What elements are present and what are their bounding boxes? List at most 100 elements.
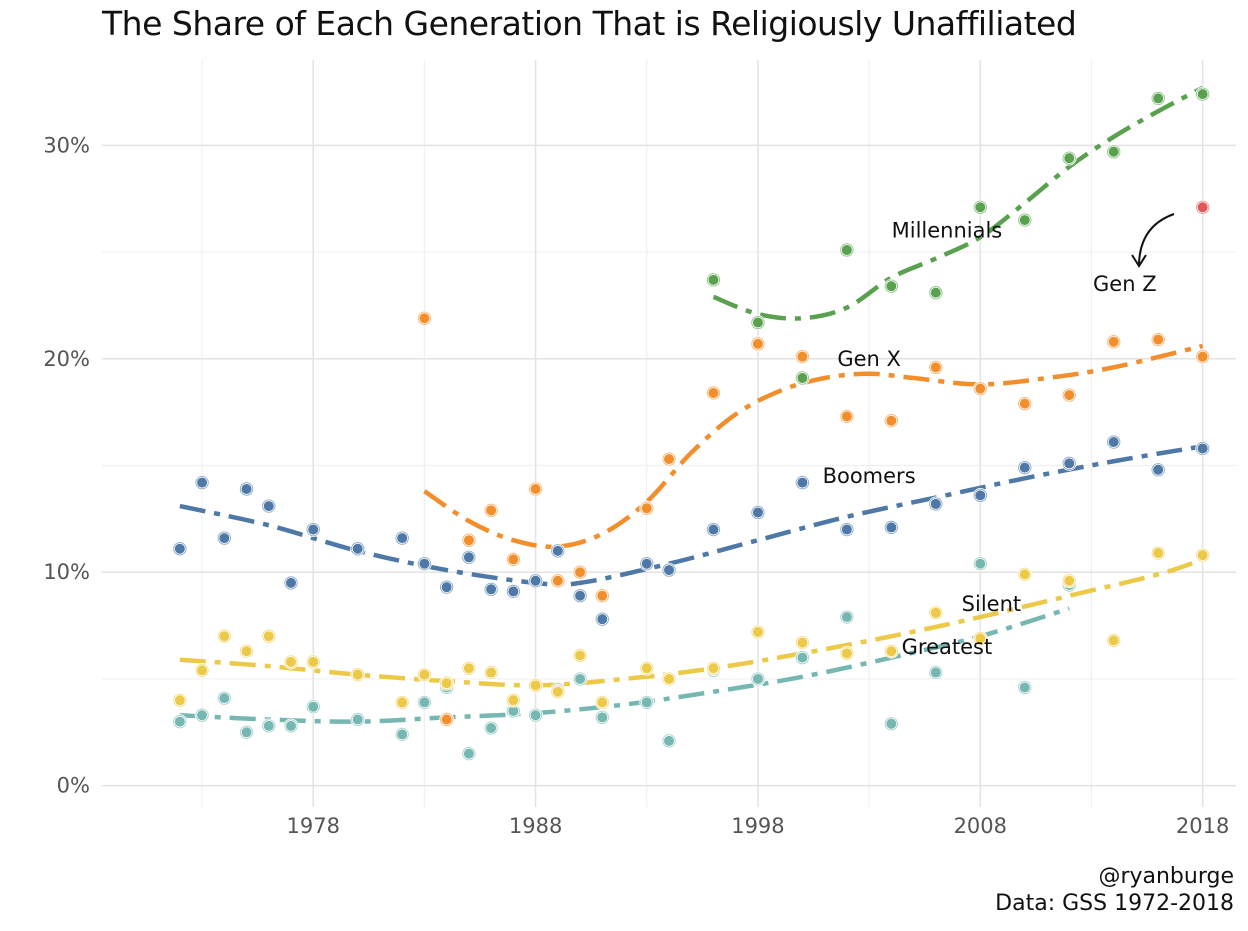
data-point-ring-greatest	[1018, 680, 1032, 695]
data-point-ring-silent	[751, 625, 765, 639]
data-point-ring-boomers	[528, 574, 543, 588]
data-point-ring-boomers	[929, 497, 943, 511]
data-point-ring-silent	[573, 648, 587, 663]
gen-z-arrowhead	[1131, 254, 1147, 268]
data-point-ring-gen-x	[1107, 335, 1121, 349]
data-point-ring-boomers	[173, 542, 187, 556]
data-point-ring-boomers	[573, 589, 587, 603]
data-point-ring-boomers	[1062, 456, 1076, 471]
data-point-ring-silent	[528, 678, 543, 693]
data-point-ring-gen-x	[662, 452, 676, 466]
data-point-ring-millennials	[1107, 145, 1121, 159]
data-point-ring-greatest	[284, 719, 298, 733]
data-point-ring-gen-x	[484, 503, 498, 518]
data-point-ring-silent	[640, 661, 654, 675]
data-point-ring-gen-x	[840, 409, 854, 424]
series-label-silent: Silent	[962, 592, 1021, 616]
data-point-ring-boomers	[706, 522, 721, 537]
series-label-greatest: Greatest	[902, 635, 993, 659]
data-point-ring-gen-x	[417, 311, 432, 325]
series-label-boomers: Boomers	[823, 464, 916, 488]
data-point-ring-silent	[217, 629, 231, 643]
data-point-ring-greatest	[595, 710, 609, 725]
y-tick-label: 20%	[43, 347, 90, 371]
data-point-ring-boomers	[262, 499, 276, 513]
series-label-gen-z: Gen Z	[1093, 272, 1157, 296]
data-point-ring-silent	[195, 663, 209, 678]
data-point-ring-silent	[706, 661, 721, 675]
data-point-ring-greatest	[884, 717, 899, 731]
trend-line-silent	[179, 557, 1204, 688]
data-point-ring-boomers	[395, 531, 409, 545]
x-tick-label: 2008	[954, 814, 1007, 838]
data-point-ring-silent	[262, 629, 276, 643]
data-point-ring-gen-x	[706, 386, 721, 400]
data-point-ring-gen-x	[439, 712, 454, 727]
data-point-ring-boomers	[217, 531, 231, 545]
data-point-ring-millennials	[751, 315, 765, 330]
data-point-ring-gen-x	[462, 533, 476, 547]
grid-major	[102, 60, 1236, 807]
grid-minor	[102, 60, 1236, 807]
data-point-ring-millennials	[973, 200, 987, 214]
data-point-ring-silent	[551, 685, 565, 699]
data-point-ring-greatest	[528, 708, 543, 722]
y-tick-label: 0%	[57, 774, 90, 798]
data-point-ring-gen-x	[973, 381, 987, 396]
data-point-ring-silent	[1195, 548, 1210, 562]
data-point-ring-silent	[884, 644, 899, 658]
trend-line-gen-x	[423, 343, 1204, 550]
gen-z-arrow	[1138, 213, 1175, 265]
x-axis: 1978 1988 1998 2008 2018	[287, 814, 1230, 838]
data-point-ring-gen-z	[1195, 200, 1210, 214]
data-point-ring-boomers	[417, 556, 432, 571]
data-point-ring-greatest	[484, 721, 498, 735]
data-point-ring-silent	[795, 635, 810, 650]
data-point-ring-boomers	[595, 612, 609, 626]
data-point-ring-gen-x	[1062, 388, 1076, 402]
data-point-ring-silent	[306, 655, 320, 669]
data-point-ring-millennials	[1151, 91, 1165, 106]
trend-lines	[179, 85, 1204, 724]
data-point-ring-gen-x	[795, 349, 810, 364]
trend-line-greatest	[179, 606, 1070, 724]
series-label-millennials: Millennials	[892, 219, 1003, 243]
series-labels: Greatest Silent Boomers Gen X Millennials Gen…	[823, 219, 1157, 659]
data-point-ring-greatest	[239, 725, 254, 739]
data-point-ring-gen-x	[929, 360, 943, 375]
data-point-ring-boomers	[306, 522, 320, 537]
data-point-ring-boomers	[1107, 435, 1121, 449]
data-point-ring-greatest	[306, 699, 320, 714]
data-point-ring-boomers	[1195, 441, 1210, 456]
data-point-ring-silent	[439, 676, 454, 690]
data-point-ring-silent	[506, 693, 521, 707]
chart-title: The Share of Each Generation That is Rel…	[102, 4, 1077, 43]
data-point-ring-greatest	[195, 708, 209, 722]
series-label-gen-x: Gen X	[837, 347, 901, 371]
credit-caption: @ryanburge	[1098, 864, 1234, 889]
data-point-ring-silent	[595, 695, 609, 710]
data-point-ring-silent	[840, 646, 854, 661]
data-point-ring-gen-x	[551, 574, 565, 588]
data-point-ring-greatest	[573, 672, 587, 686]
data-point-ring-boomers	[284, 576, 298, 590]
data-point-ring-boomers	[751, 505, 765, 520]
data-point-ring-boomers	[662, 563, 676, 577]
data-point-ring-silent	[173, 693, 187, 707]
data-point-ring-millennials	[1062, 151, 1076, 165]
data-point-ring-silent	[239, 644, 254, 658]
x-tick-label: 1988	[509, 814, 562, 838]
y-tick-label: 30%	[43, 133, 90, 157]
data-point-ring-greatest	[795, 650, 810, 665]
data-point-ring-greatest	[262, 719, 276, 733]
data-point-ring-greatest	[417, 695, 432, 710]
data-point-ring-silent	[484, 665, 498, 680]
data-point-ring-gen-x	[573, 565, 587, 579]
x-tick-label: 1978	[287, 814, 340, 838]
x-tick-label: 1998	[731, 814, 784, 838]
data-point-ring-gen-x	[1195, 349, 1210, 364]
data-point-ring-boomers	[439, 580, 454, 594]
data-point-ring-greatest	[662, 734, 676, 748]
data-point-ring-boomers	[884, 520, 899, 535]
